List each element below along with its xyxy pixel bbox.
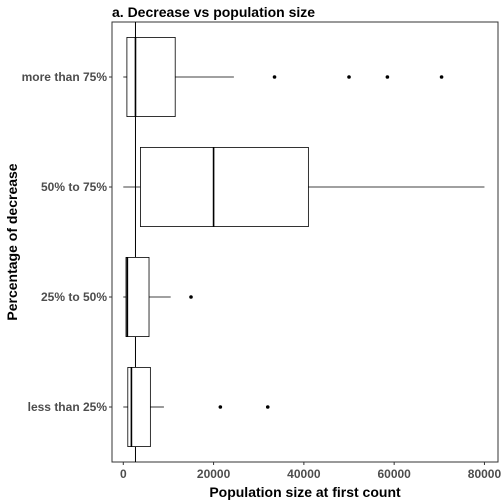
- outlier-point: [273, 75, 277, 79]
- y-axis-title: Percentage of decrease: [4, 163, 20, 320]
- axes-layer: more than 75% 50% to 75% 25% to 50% less th…: [22, 70, 502, 481]
- y-tick-label: 25% to 50%: [41, 290, 107, 304]
- outlier-point: [440, 75, 444, 79]
- box-iqr: [126, 257, 149, 336]
- outlier-point: [189, 295, 193, 299]
- chart-title: a. Decrease vs population size: [112, 4, 315, 20]
- y-tick-label: less than 25%: [28, 400, 108, 414]
- outlier-point: [219, 405, 223, 409]
- x-tick-label: 60000: [377, 467, 411, 481]
- box-group: [123, 37, 443, 116]
- outlier-point: [386, 75, 390, 79]
- y-tick-label: more than 75%: [22, 70, 108, 84]
- outlier-point: [266, 405, 270, 409]
- x-tick-label: 20000: [197, 467, 231, 481]
- outlier-point: [347, 75, 351, 79]
- y-tick-label: 50% to 75%: [41, 180, 107, 194]
- box-group: [123, 257, 193, 336]
- x-tick-label: 80000: [468, 467, 502, 481]
- box-iqr: [140, 147, 308, 226]
- box-group: [123, 147, 484, 226]
- box-iqr: [127, 37, 175, 116]
- boxes-layer: [123, 37, 484, 446]
- x-tick-label: 0: [120, 467, 127, 481]
- box-group: [123, 367, 269, 446]
- x-tick-label: 40000: [287, 467, 321, 481]
- x-axis-title: Population size at first count: [209, 484, 401, 500]
